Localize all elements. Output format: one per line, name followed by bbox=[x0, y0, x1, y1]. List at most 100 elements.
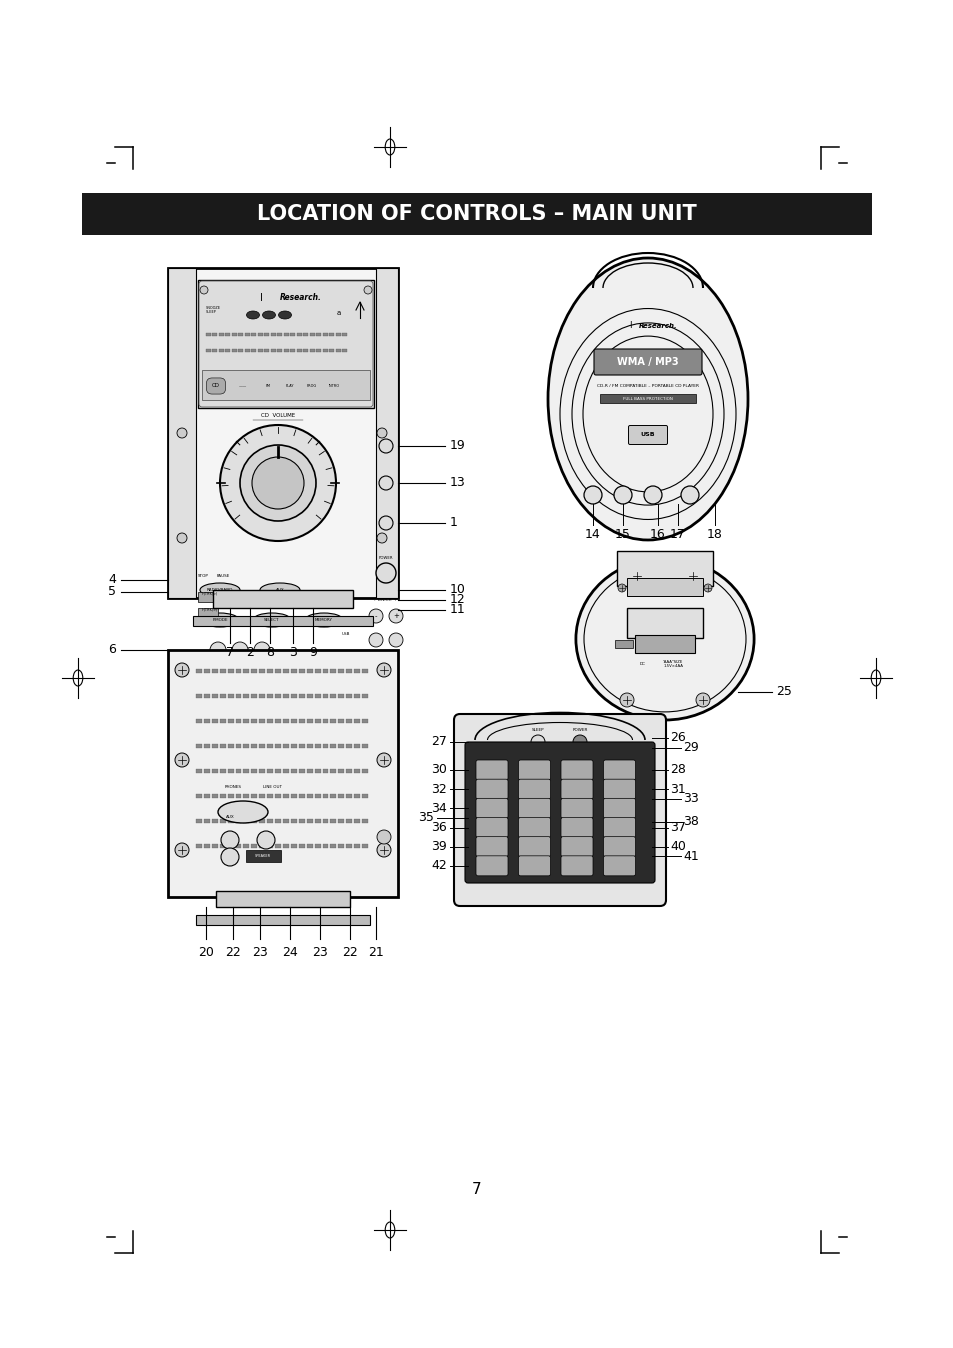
FancyBboxPatch shape bbox=[603, 837, 635, 857]
Text: 28: 28 bbox=[669, 763, 685, 776]
Bar bbox=[338, 744, 344, 748]
Bar bbox=[274, 694, 281, 698]
Bar bbox=[274, 768, 281, 772]
Bar bbox=[330, 669, 336, 673]
Bar bbox=[251, 718, 257, 723]
Text: 4: 4 bbox=[108, 573, 116, 586]
Bar bbox=[204, 794, 210, 798]
Bar bbox=[291, 349, 295, 352]
Bar bbox=[235, 794, 241, 798]
Bar bbox=[283, 718, 289, 723]
Text: 29: 29 bbox=[682, 741, 698, 755]
Text: 7: 7 bbox=[472, 1182, 481, 1197]
Text: SELECT: SELECT bbox=[264, 617, 279, 621]
Bar bbox=[322, 718, 328, 723]
Bar bbox=[204, 820, 210, 824]
Bar bbox=[195, 794, 202, 798]
Text: LOCATION OF CONTROLS – MAIN UNIT: LOCATION OF CONTROLS – MAIN UNIT bbox=[257, 204, 696, 224]
Text: 25: 25 bbox=[776, 686, 791, 698]
Bar bbox=[291, 844, 296, 848]
Bar bbox=[303, 349, 308, 352]
Bar bbox=[277, 333, 282, 336]
Text: WMA / MP3: WMA / MP3 bbox=[617, 357, 679, 367]
Bar bbox=[267, 744, 273, 748]
Circle shape bbox=[378, 516, 393, 530]
Text: 38: 38 bbox=[682, 816, 699, 828]
Bar bbox=[232, 349, 236, 352]
Circle shape bbox=[376, 429, 387, 438]
Bar bbox=[354, 844, 359, 848]
Text: ——: —— bbox=[238, 384, 247, 388]
Text: 8: 8 bbox=[266, 647, 274, 659]
Bar bbox=[212, 694, 217, 698]
Bar bbox=[212, 794, 217, 798]
FancyBboxPatch shape bbox=[518, 798, 550, 818]
FancyBboxPatch shape bbox=[476, 837, 507, 857]
Bar bbox=[298, 844, 304, 848]
Bar bbox=[235, 694, 241, 698]
Bar bbox=[307, 794, 313, 798]
FancyBboxPatch shape bbox=[518, 779, 550, 799]
Circle shape bbox=[253, 642, 270, 658]
Circle shape bbox=[375, 563, 395, 582]
Bar bbox=[243, 669, 249, 673]
Bar bbox=[204, 844, 210, 848]
Bar bbox=[362, 744, 368, 748]
Circle shape bbox=[614, 487, 631, 504]
Circle shape bbox=[369, 634, 382, 647]
Bar bbox=[82, 193, 871, 235]
Ellipse shape bbox=[201, 613, 239, 627]
Bar bbox=[168, 268, 195, 599]
Bar bbox=[259, 744, 265, 748]
Bar bbox=[362, 669, 368, 673]
Bar bbox=[204, 768, 210, 772]
Bar bbox=[322, 694, 328, 698]
Bar bbox=[346, 744, 352, 748]
Bar bbox=[206, 349, 211, 352]
Bar bbox=[322, 820, 328, 824]
Bar bbox=[314, 820, 320, 824]
FancyBboxPatch shape bbox=[518, 760, 550, 780]
Bar bbox=[219, 669, 226, 673]
Text: 14: 14 bbox=[584, 528, 600, 542]
Circle shape bbox=[630, 570, 642, 582]
Circle shape bbox=[703, 584, 711, 592]
Bar bbox=[219, 333, 224, 336]
Bar bbox=[291, 744, 296, 748]
Bar bbox=[212, 744, 217, 748]
Bar bbox=[284, 349, 289, 352]
Bar bbox=[213, 349, 217, 352]
Ellipse shape bbox=[305, 613, 343, 627]
Bar bbox=[316, 349, 321, 352]
Bar bbox=[212, 669, 217, 673]
Bar bbox=[316, 333, 321, 336]
Circle shape bbox=[174, 754, 189, 767]
Bar bbox=[198, 280, 374, 408]
Bar bbox=[307, 694, 313, 698]
FancyBboxPatch shape bbox=[518, 856, 550, 876]
Bar bbox=[362, 694, 368, 698]
Bar bbox=[267, 718, 273, 723]
Text: H|TRK|>|: H|TRK|>| bbox=[202, 592, 218, 596]
Bar bbox=[245, 333, 250, 336]
Text: PAUSE: PAUSE bbox=[216, 574, 230, 578]
Bar bbox=[296, 349, 302, 352]
Bar bbox=[225, 333, 231, 336]
Ellipse shape bbox=[246, 311, 259, 319]
Bar bbox=[307, 744, 313, 748]
Bar bbox=[168, 268, 397, 599]
Ellipse shape bbox=[262, 311, 275, 319]
Text: PHONES: PHONES bbox=[224, 785, 241, 789]
Bar bbox=[204, 669, 210, 673]
Text: 40: 40 bbox=[669, 840, 685, 853]
Circle shape bbox=[619, 693, 634, 706]
Bar bbox=[283, 820, 289, 824]
Text: LINE OUT: LINE OUT bbox=[263, 785, 282, 789]
FancyBboxPatch shape bbox=[454, 714, 665, 906]
Text: 41: 41 bbox=[682, 849, 698, 863]
Bar bbox=[338, 718, 344, 723]
Text: -: - bbox=[375, 613, 376, 619]
FancyBboxPatch shape bbox=[560, 817, 593, 837]
Circle shape bbox=[643, 487, 661, 504]
Bar bbox=[338, 694, 344, 698]
